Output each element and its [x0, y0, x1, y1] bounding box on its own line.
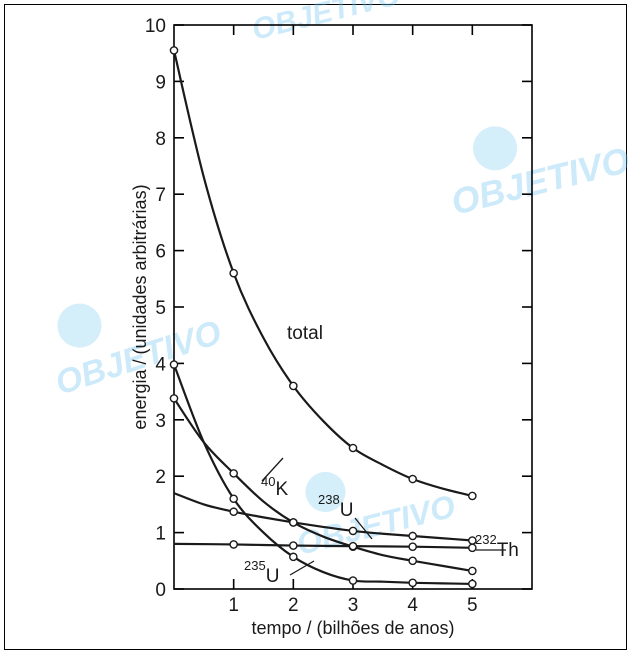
series-markers: [169, 46, 477, 589]
x-tick-label: 5: [467, 595, 478, 616]
watermark-logo-center: OBJETIVO: [293, 471, 459, 562]
watermark-logos: OBJETIVO OBJETIVO OBJETIVO OBJETIVO: [51, 0, 633, 562]
leader-u235: [289, 560, 315, 576]
y-tick-label: 6: [155, 242, 166, 263]
series-label-k40: 40K: [261, 474, 288, 500]
y-tick-label: 8: [155, 129, 166, 150]
series-line-total: [172, 50, 473, 498]
x-tick-label: 3: [348, 595, 359, 616]
data-point-th232: [348, 541, 358, 551]
x-tick-label: 4: [407, 595, 418, 616]
y-tick-labels: 0 1 2 3 4 5 6 7 8 9 10: [145, 16, 167, 601]
series-line-u235: [173, 397, 473, 573]
leader-k40: [261, 457, 284, 482]
data-point-k40: [468, 579, 477, 589]
x-tick-label: 2: [288, 595, 299, 616]
y-tick-label: 0: [155, 580, 166, 601]
data-point-total: [229, 268, 238, 278]
series-label-total: total: [287, 323, 323, 344]
x-tick-labels: 1 2 3 4 5: [228, 595, 477, 616]
data-point-u235: [468, 566, 477, 576]
series-label-u238: 238U: [318, 492, 353, 521]
data-point-u235: [229, 469, 238, 478]
data-point-total: [348, 443, 358, 453]
data-point-k40: [229, 494, 238, 504]
y-tick-label: 7: [155, 185, 166, 206]
label-leader-lines: [261, 457, 506, 576]
y-tick-label: 2: [155, 467, 166, 488]
data-point-total: [289, 381, 298, 391]
watermark-logo-top: OBJETIVO: [249, 0, 404, 47]
y-tick-label: 9: [155, 72, 166, 93]
data-point-th232: [229, 540, 238, 549]
data-point-total: [169, 46, 179, 55]
series-line-k40: [172, 364, 473, 586]
svg-text:OBJETIVO: OBJETIVO: [249, 0, 404, 47]
y-tick-label: 10: [145, 16, 166, 37]
data-point-th232: [408, 542, 417, 552]
x-axis-title: tempo / (bilhões de anos): [251, 618, 454, 638]
data-point-u238: [408, 531, 417, 541]
series-line-th232: [173, 542, 473, 549]
x-tick-label: 1: [228, 595, 239, 616]
data-point-k40: [348, 576, 358, 585]
data-point-th232: [468, 543, 477, 553]
series-line-u238: [173, 492, 473, 542]
data-point-u238: [229, 507, 238, 517]
data-point-total: [468, 491, 477, 501]
data-point-k40: [289, 552, 298, 562]
watermark-logo-right: OBJETIVO: [447, 126, 633, 223]
y-tick-label: 5: [155, 298, 166, 319]
data-point-k40: [169, 360, 179, 369]
y-tick-label: 3: [155, 411, 166, 432]
data-point-u238: [348, 526, 358, 536]
y-tick-label: 4: [155, 354, 166, 375]
data-point-th232: [289, 541, 298, 550]
data-point-k40: [408, 578, 417, 588]
series-label-th232: 232Th: [475, 532, 519, 561]
data-point-u235: [408, 556, 417, 566]
data-point-u235: [169, 394, 179, 403]
figure-frame: [4, 4, 627, 650]
data-point-u235: [289, 518, 298, 527]
series-label-u235: 235U: [244, 558, 279, 587]
y-axis-title: energia / (unidades arbitrárias): [130, 184, 150, 429]
data-point-total: [408, 474, 417, 484]
leader-u238: [354, 517, 373, 540]
y-tick-label: 1: [155, 524, 166, 545]
